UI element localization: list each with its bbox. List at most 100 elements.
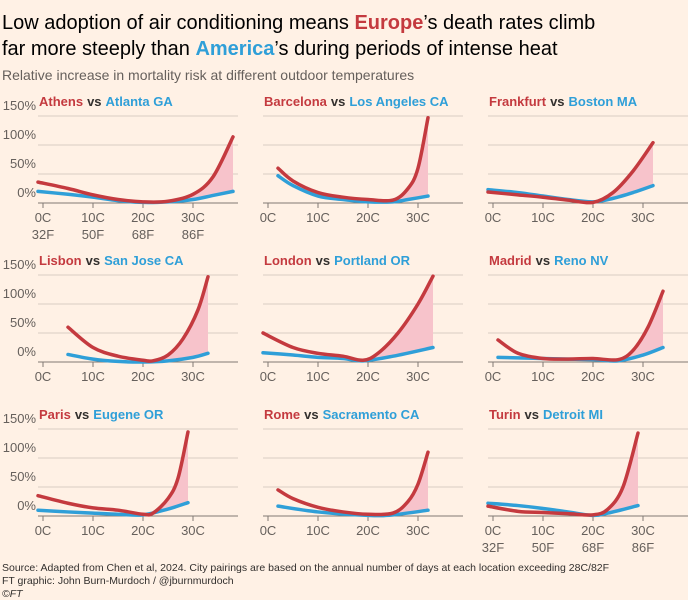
gap-fill (363, 276, 433, 361)
panel: 0% 50% 100% 150% 0C 10C 20C 30C Paris vs Eugene OR (3, 407, 238, 538)
vs-label: vs (316, 253, 330, 268)
gap-fill (593, 433, 638, 516)
gap-fill (143, 136, 233, 203)
x-tick-label-f: 32F (32, 227, 54, 242)
x-tick-label: 20C (356, 523, 380, 538)
legend-entry: Atlanta GA (106, 94, 174, 109)
footer-line: ©FT (2, 588, 24, 600)
footer-line: Source: Adapted from Chen et al, 2024. C… (2, 562, 609, 574)
title-line: far more steeply than America’s during p… (2, 38, 558, 60)
x-tick-label: 10C (81, 523, 105, 538)
x-tick-label-f: 50F (532, 540, 554, 555)
x-tick-label: 10C (306, 210, 330, 225)
x-tick-label: 10C (531, 523, 555, 538)
line (36, 135, 235, 204)
legend-entry: Rome (264, 407, 300, 422)
vs-label: vs (525, 407, 539, 422)
y-tick-label: 100% (3, 440, 37, 455)
line (36, 500, 190, 517)
title-line: Low adoption of air conditioning means E… (2, 12, 595, 34)
line (36, 430, 190, 517)
panel: 0C 10C 20C 30C Barcelona vs Los Angeles CA (260, 94, 463, 225)
line (486, 431, 640, 517)
legend-entry: Athens (39, 94, 83, 109)
legend-entry: London (264, 253, 312, 268)
panel: 0C 10C 20C 30C Frankfurt vs Boston MA (485, 94, 688, 225)
x-tick-label-f: 68F (582, 540, 604, 555)
title-part: Low adoption of air conditioning means (2, 12, 354, 34)
panel-title: Rome vs Sacramento CA (264, 407, 420, 422)
y-tick-label: 0% (17, 185, 36, 200)
line (261, 274, 435, 363)
vs-label: vs (550, 94, 564, 109)
line (496, 289, 665, 362)
legend-entry: Reno NV (554, 253, 609, 268)
legend-entry: Lisbon (39, 253, 82, 268)
line (276, 450, 430, 517)
x-tick-label: 10C (306, 523, 330, 538)
title-part: America (195, 38, 275, 60)
panel-title: Lisbon vs San Jose CA (39, 253, 184, 268)
y-tick-label: 100% (3, 286, 37, 301)
x-tick-label: 0C (35, 523, 52, 538)
x-tick-label: 30C (181, 523, 205, 538)
x-tick-label: 0C (35, 210, 52, 225)
x-tick-label: 30C (406, 523, 430, 538)
x-tick-label: 20C (581, 369, 605, 384)
legend-entry: Portland OR (334, 253, 410, 268)
x-tick-label: 20C (356, 210, 380, 225)
x-tick-label: 0C (260, 523, 277, 538)
x-tick-label: 30C (406, 369, 430, 384)
x-tick-label: 20C (581, 210, 605, 225)
x-tick-label: 0C (35, 369, 52, 384)
panel: 0C 10C 20C 30C Rome vs Sacramento CA (260, 407, 463, 538)
panel-title: Madrid vs Reno NV (489, 253, 609, 268)
y-tick-label: 0% (17, 344, 36, 359)
vs-label: vs (304, 407, 318, 422)
footer-line: FT graphic: John Burn-Murdoch / @jburnmu… (2, 575, 234, 587)
gap-fill (143, 431, 188, 515)
panel-title: London vs Portland OR (264, 253, 411, 268)
panel-title: Paris vs Eugene OR (39, 407, 164, 422)
y-tick-label: 0% (17, 498, 36, 513)
title-part: ’s death rates climb (423, 12, 595, 34)
x-tick-label: 10C (531, 369, 555, 384)
gap-fill (393, 117, 428, 202)
y-tick-label: 100% (3, 127, 37, 142)
vs-label: vs (75, 407, 89, 422)
line (486, 140, 655, 205)
x-tick-label-f: 86F (632, 540, 654, 555)
gap-fill (368, 452, 428, 516)
title-part: far more steeply than (2, 38, 195, 60)
legend-entry: Madrid (489, 253, 532, 268)
panel-title: Turin vs Detroit MI (489, 407, 603, 422)
x-tick-label-f: 32F (482, 540, 504, 555)
legend-entry: Turin (489, 407, 521, 422)
x-tick-label: 0C (485, 210, 502, 225)
y-tick-label: 150% (3, 257, 37, 272)
x-tick-label: 20C (581, 523, 605, 538)
x-tick-label: 10C (531, 210, 555, 225)
gap-fill (593, 142, 653, 203)
legend-entry: Sacramento CA (323, 407, 420, 422)
x-tick-label: 30C (631, 523, 655, 538)
x-tick-label: 10C (81, 210, 105, 225)
legend-entry: Barcelona (264, 94, 328, 109)
y-tick-label: 50% (10, 469, 36, 484)
vs-label: vs (331, 94, 345, 109)
gap-fill (618, 291, 663, 361)
y-tick-label: 150% (3, 98, 37, 113)
x-tick-label-f: 50F (82, 227, 104, 242)
panel: 0C 10C 20C 30C 32F 50F 68F 86F Turin vs Detroit MI (482, 407, 688, 555)
title-part: ’s during periods of intense heat (274, 38, 558, 60)
line (276, 115, 430, 203)
line (276, 173, 430, 204)
legend-entry: Frankfurt (489, 94, 547, 109)
x-tick-label: 0C (485, 523, 502, 538)
line (261, 345, 435, 363)
x-tick-label: 0C (485, 369, 502, 384)
x-tick-label: 30C (181, 210, 205, 225)
panel-title: Athens vs Atlanta GA (39, 94, 173, 109)
x-tick-label: 20C (131, 369, 155, 384)
line (66, 274, 210, 363)
